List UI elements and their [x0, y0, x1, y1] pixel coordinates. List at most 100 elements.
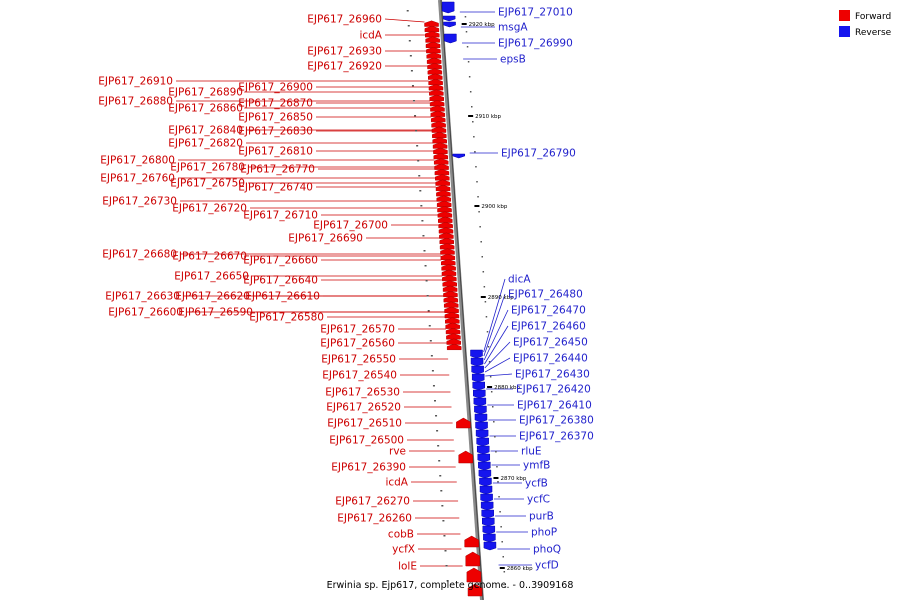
minor-tick: [479, 226, 481, 228]
minor-tick: [492, 406, 494, 408]
minor-tick: [418, 175, 421, 177]
reverse-gene-label: EJP617_26790: [501, 148, 576, 160]
forward-gene-label: EJP617_26540: [322, 370, 397, 382]
reverse-gene-label: rluE: [521, 446, 542, 458]
minor-tick: [484, 301, 487, 303]
forward-gene-block: [426, 47, 441, 54]
legend-label: Reverse: [855, 28, 892, 38]
minor-tick: [502, 556, 504, 558]
forward-gene-label: EJP617_26530: [325, 387, 400, 399]
forward-gene-label: EJP617_26700: [313, 220, 388, 232]
legend-swatch: [839, 10, 850, 21]
forward-gene-label: EJP617_26810: [238, 146, 313, 158]
forward-gene-label: EJP617_26880: [98, 96, 173, 108]
forward-gene-label: EJP617_26520: [326, 402, 401, 414]
forward-gene-block: [436, 190, 451, 197]
minor-tick: [466, 46, 469, 48]
minor-tick: [500, 526, 502, 528]
reverse-gene-label: msgA: [498, 22, 528, 34]
forward-gene-block: [440, 248, 455, 255]
minor-tick: [415, 130, 418, 132]
reverse-gene-block: [473, 397, 487, 407]
reverse-gene-label: ycfC: [527, 494, 550, 506]
reverse-leader: [483, 278, 506, 353]
minor-tick: [442, 520, 445, 522]
minor-tick: [429, 340, 432, 342]
forward-gene-block: [425, 36, 440, 43]
forward-gene-label: cobB: [388, 529, 414, 541]
reverse-leader: [483, 309, 509, 361]
minor-tick: [439, 475, 442, 477]
forward-gene-label: EJP617_26640: [243, 275, 318, 287]
forward-gene-block: [446, 343, 462, 351]
forward-gene-label: EJP617_26750: [170, 178, 245, 190]
minor-tick: [475, 166, 477, 168]
minor-tick: [446, 580, 449, 582]
legend-swatch: [839, 26, 850, 37]
forward-gene-label: EJP617_26650: [174, 271, 249, 283]
forward-gene-label: EJP617_26660: [243, 255, 318, 267]
reverse-gene-label: phoP: [531, 527, 557, 539]
forward-gene-block: [443, 301, 459, 308]
forward-gene-label: EJP617_26760: [100, 173, 175, 185]
reverse-gene-block: [483, 533, 496, 543]
minor-tick: [497, 481, 499, 483]
forward-gene-block: [425, 31, 440, 38]
forward-gene-block: [437, 211, 453, 218]
forward-gene-label: EJP617_26720: [172, 203, 247, 215]
reverse-gene-block: [478, 469, 492, 479]
reverse-gene-label: EJP617_26370: [519, 431, 594, 443]
forward-gene-label: EJP617_26920: [307, 61, 382, 73]
forward-gene-label: EJP617_26560: [320, 338, 395, 350]
forward-gene-label: EJP617_26590: [178, 307, 253, 319]
forward-gene-block: [439, 232, 454, 239]
reverse-gene-block: [471, 373, 485, 383]
reverse-gene-label: ycfB: [525, 478, 548, 490]
minor-tick: [441, 505, 444, 507]
forward-gene-label: icdA: [359, 30, 382, 42]
forward-gene-block: [429, 89, 444, 96]
forward-gene-block: [440, 253, 456, 260]
forward-gene-label: EJP617_26270: [335, 496, 410, 508]
forward-gene-label: EJP617_26890: [168, 87, 243, 99]
forward-gene-block: [430, 110, 446, 117]
gene-features: [424, 1, 497, 597]
reverse-leader: [484, 341, 511, 369]
minor-tick: [474, 151, 476, 153]
forward-gene-label: EJP617_26550: [321, 354, 396, 366]
minor-tick: [477, 196, 479, 198]
minor-tick: [476, 181, 478, 183]
reverse-gene-label: EJP617_26450: [513, 337, 588, 349]
reverse-gene-block: [476, 445, 490, 455]
minor-tick: [478, 211, 480, 213]
forward-gene-block: [427, 68, 443, 75]
forward-gene-block: [446, 333, 461, 340]
tick-label: 2920 kbp: [469, 22, 495, 28]
tick-label: 2870 kbp: [500, 476, 526, 482]
forward-gene-label: EJP617_26670: [172, 251, 247, 263]
forward-gene-label: EJP617_26730: [102, 196, 177, 208]
forward-gene-block: [442, 280, 457, 287]
reverse-leader: [484, 325, 509, 365]
forward-gene-label: EJP617_26830: [238, 126, 313, 138]
reverse-gene-label: epsB: [500, 54, 526, 66]
minor-tick: [496, 466, 498, 468]
forward-gene-block: [433, 153, 449, 160]
minor-tick: [493, 421, 495, 423]
reverse-gene-label: EJP617_26480: [508, 289, 583, 301]
reverse-gene-block: [474, 413, 488, 423]
forward-gene-label: ycfX: [392, 544, 415, 556]
reverse-gene-block: [472, 381, 485, 391]
reverse-gene-block: [482, 525, 496, 535]
forward-gene-block: [464, 535, 479, 548]
forward-gene-label: EJP617_26620: [175, 291, 250, 303]
forward-gene-block: [426, 52, 442, 59]
forward-gene-block: [440, 259, 456, 266]
legend-label: Forward: [855, 12, 891, 22]
forward-gene-block: [441, 264, 456, 271]
forward-gene-label: EJP617_26860: [168, 103, 243, 115]
minor-tick: [417, 160, 420, 162]
minor-tick: [495, 451, 497, 453]
forward-gene-label: EJP617_26780: [170, 162, 245, 174]
